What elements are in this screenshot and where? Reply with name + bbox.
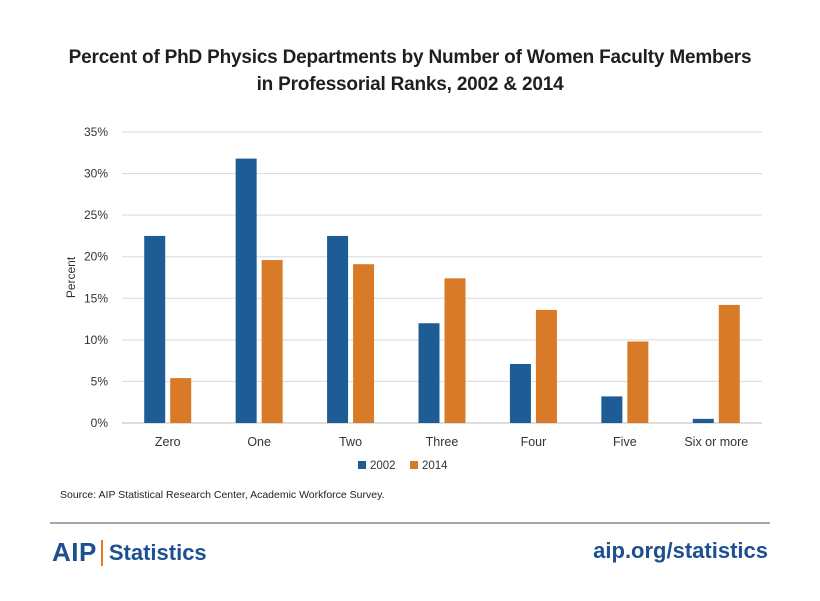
y-tick-label: 25%: [84, 208, 108, 222]
footer-divider: [50, 522, 770, 524]
bar-2014-two: [353, 264, 375, 423]
bar-2014-five: [627, 341, 649, 423]
aip-logo-text: AIP: [52, 537, 97, 567]
x-tick-label: Three: [426, 435, 459, 449]
y-tick-label: 20%: [84, 250, 108, 264]
bar-2014-one: [261, 260, 283, 423]
aip-logo: AIP Statistics: [52, 537, 207, 568]
x-tick-label: One: [247, 435, 271, 449]
source-note: Source: AIP Statistical Research Center,…: [60, 489, 385, 501]
logo-separator: [100, 539, 103, 566]
bar-2002-four: [509, 363, 531, 423]
x-tick-label: Two: [339, 435, 362, 449]
bar-2014-three: [444, 278, 466, 423]
legend-label-2014: 2014: [422, 460, 448, 472]
bar-2002-three: [418, 323, 440, 423]
x-tick-label: Zero: [155, 435, 181, 449]
legend-swatch-2014: [410, 461, 418, 469]
y-tick-label: 5%: [91, 374, 109, 388]
bar-2014-four: [535, 309, 557, 423]
bar-2002-six-or-more: [692, 418, 714, 423]
bar-chart: 0% 5% 10% 15% 20% 25% 30% 35% Percent Zero One Two T…: [64, 125, 762, 472]
y-tick-label: 0%: [91, 416, 109, 430]
site-url: aip.org/statistics: [593, 538, 768, 563]
y-tick-label: 15%: [84, 291, 108, 305]
chart-title-line2: in Professorial Ranks, 2002 & 2014: [256, 74, 564, 95]
statistics-logo-text: Statistics: [108, 539, 207, 565]
x-tick-label: Four: [521, 435, 547, 449]
legend-label-2002: 2002: [370, 460, 396, 472]
bar-2002-two: [327, 235, 349, 423]
bar-2014-six-or-more: [718, 304, 740, 423]
chart-title: Percent of PhD Physics Departments by Nu…: [0, 44, 820, 98]
y-axis-label: Percent: [64, 256, 78, 298]
bar-2002-five: [601, 396, 623, 423]
x-tick-label: Five: [613, 435, 637, 449]
y-tick-label: 30%: [84, 167, 108, 181]
bar-2002-one: [235, 158, 257, 423]
legend-swatch-2002: [358, 461, 366, 469]
chart-title-line1: Percent of PhD Physics Departments by Nu…: [68, 47, 752, 68]
bar-2014-zero: [170, 378, 192, 423]
x-tick-label: Six or more: [684, 435, 748, 449]
y-tick-label: 35%: [84, 125, 108, 139]
y-tick-label: 10%: [84, 333, 108, 347]
bar-2002-zero: [144, 235, 166, 423]
